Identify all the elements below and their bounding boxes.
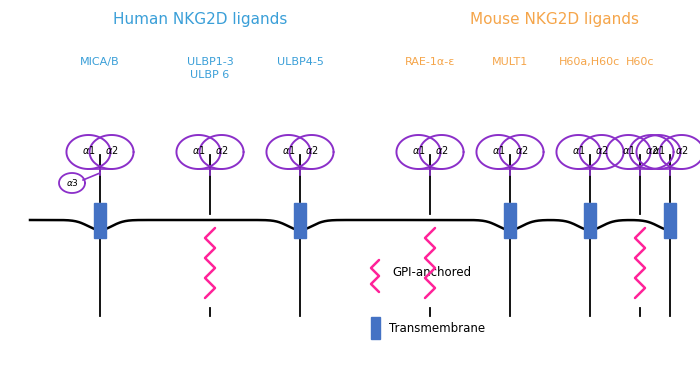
Text: MICA/B: MICA/B	[80, 57, 120, 67]
Text: $\alpha$2: $\alpha$2	[595, 144, 608, 156]
Text: $\alpha$2: $\alpha$2	[675, 144, 688, 156]
Text: $\alpha$2: $\alpha$2	[105, 144, 118, 156]
Text: Mouse NKG2D ligands: Mouse NKG2D ligands	[470, 12, 640, 27]
Text: MULT1: MULT1	[492, 57, 528, 67]
Text: $\alpha$2: $\alpha$2	[514, 144, 528, 156]
Text: $\alpha$1: $\alpha$1	[622, 144, 636, 156]
Text: ULBP4-5: ULBP4-5	[276, 57, 323, 67]
FancyBboxPatch shape	[94, 202, 106, 238]
Text: ULBP 6: ULBP 6	[190, 70, 230, 80]
Text: $\alpha$2: $\alpha$2	[435, 144, 449, 156]
Text: Human NKG2D ligands: Human NKG2D ligands	[113, 12, 287, 27]
FancyBboxPatch shape	[370, 317, 379, 339]
Text: $\alpha$1: $\alpha$1	[192, 144, 205, 156]
Text: $\alpha$2: $\alpha$2	[304, 144, 318, 156]
Text: $\alpha$1: $\alpha$1	[82, 144, 95, 156]
Text: $\alpha$1: $\alpha$1	[412, 144, 426, 156]
Text: H60c: H60c	[626, 57, 655, 67]
Text: $\alpha$1: $\alpha$1	[491, 144, 505, 156]
Text: GPI-anchored: GPI-anchored	[392, 265, 471, 279]
FancyBboxPatch shape	[584, 202, 596, 238]
Text: $\alpha$1: $\alpha$1	[281, 144, 295, 156]
Text: $\alpha$1: $\alpha$1	[652, 144, 665, 156]
Text: Transmembrane: Transmembrane	[389, 321, 485, 335]
Text: ULBP1-3: ULBP1-3	[187, 57, 233, 67]
Text: $\alpha$3: $\alpha$3	[66, 178, 78, 188]
Text: $\alpha$2: $\alpha$2	[215, 144, 228, 156]
FancyBboxPatch shape	[294, 202, 306, 238]
Text: $\alpha$2: $\alpha$2	[645, 144, 659, 156]
Text: RAE-1α-ε: RAE-1α-ε	[405, 57, 455, 67]
FancyBboxPatch shape	[664, 202, 676, 238]
Text: $\alpha$1: $\alpha$1	[572, 144, 585, 156]
Text: H60a,H60c: H60a,H60c	[559, 57, 621, 67]
FancyBboxPatch shape	[504, 202, 516, 238]
